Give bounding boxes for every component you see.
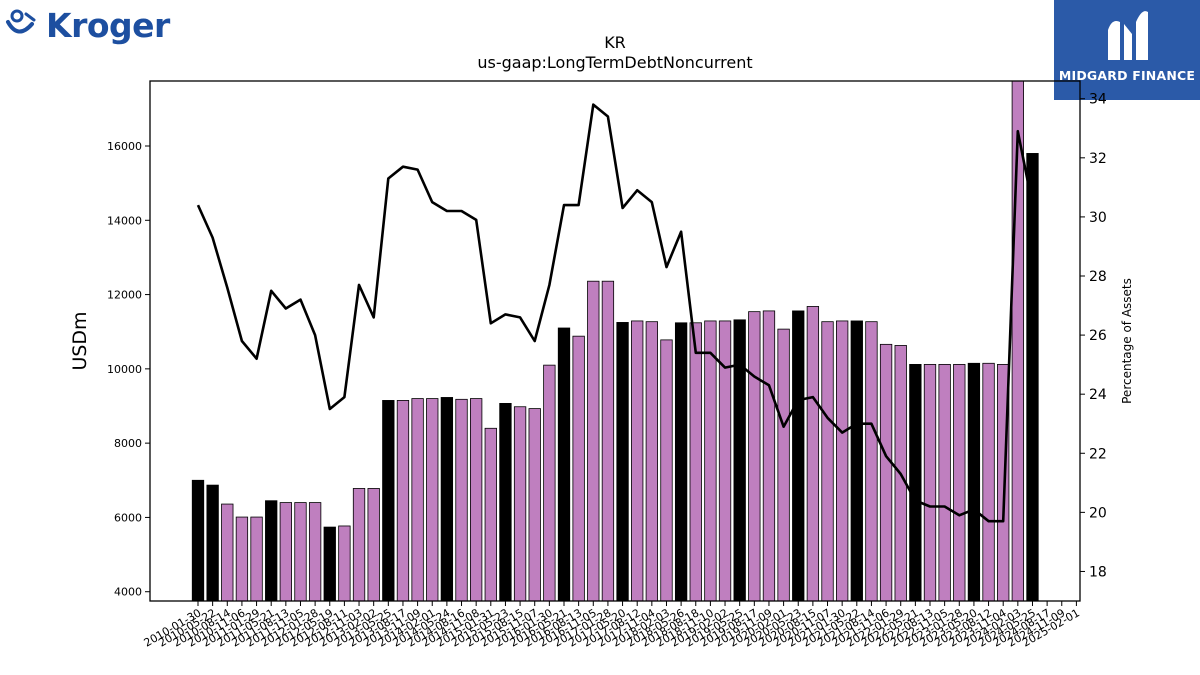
bar-54: [982, 362, 995, 602]
y2-tick-label-22: 22: [1089, 446, 1107, 462]
midgard-finance-logo: MIDGARD FINANCE: [1054, 0, 1200, 100]
bar-0: [191, 479, 205, 602]
bar-28: [601, 280, 615, 602]
bar-20: [484, 427, 497, 602]
y2-tick-label-26: 26: [1089, 328, 1107, 344]
bar-51: [938, 363, 951, 602]
bar-43: [821, 321, 834, 602]
bar-16: [426, 398, 439, 602]
bar-19: [470, 398, 483, 602]
y-tick-label-14000: 14000: [107, 214, 142, 227]
bar-21: [499, 402, 512, 602]
bar-52: [953, 363, 966, 602]
bar-30: [631, 320, 644, 602]
y2-tick-label-18: 18: [1089, 564, 1107, 580]
bar-53: [967, 362, 981, 602]
bar-6: [279, 502, 292, 602]
y2-tick-label-28: 28: [1089, 269, 1107, 285]
bar-17: [440, 397, 454, 602]
y-axis-ticks: 4000 6000 8000 10000 12000 14000 16000: [107, 140, 150, 599]
bar-7: [294, 502, 307, 602]
axes: [149, 80, 1081, 602]
bar-24: [543, 364, 556, 602]
y2-tick-label-34: 34: [1089, 92, 1107, 108]
bar-32: [660, 339, 673, 602]
y2-axis-ticks: 18 20 22 24 26 28 30 32 34: [1080, 92, 1107, 580]
bar-42: [806, 306, 820, 602]
bar-23: [528, 408, 541, 602]
bar-26: [572, 335, 585, 602]
bar-3: [235, 516, 249, 602]
bar-27: [587, 280, 600, 602]
bar-49: [909, 363, 922, 602]
midgard-mark-icon: [1108, 11, 1148, 60]
y-tick-label-10000: 10000: [107, 363, 142, 376]
bar-18: [455, 398, 468, 602]
y-axis-label: USDm: [69, 311, 91, 370]
line-series: [196, 103, 1034, 523]
y2-tick-label-24: 24: [1089, 387, 1107, 403]
bar-10: [338, 525, 351, 602]
bar-35: [704, 320, 717, 602]
bar-9: [323, 526, 336, 602]
bar-2: [221, 503, 234, 602]
bar-50: [923, 363, 937, 602]
kroger-smile-icon: [6, 9, 36, 34]
chart-subtitle: us-gaap:LongTermDebtNoncurrent: [477, 53, 752, 72]
y2-axis-label: Percentage of Assets: [1120, 278, 1134, 404]
kroger-logo: Kroger: [4, 4, 170, 56]
y-tick-label-12000: 12000: [107, 289, 142, 302]
y-tick-label-8000: 8000: [114, 437, 142, 450]
plot-frame: [149, 80, 1081, 602]
bar-11: [352, 488, 366, 602]
bar-15: [411, 398, 424, 602]
bar-14: [396, 400, 410, 602]
bar-34: [689, 322, 702, 602]
bar-47: [879, 343, 893, 602]
y2-tick-label-20: 20: [1089, 505, 1107, 521]
bar-series: [191, 80, 1039, 602]
bar-33: [674, 322, 688, 602]
bar-41: [792, 310, 805, 602]
bar-31: [645, 321, 658, 602]
bar-57: [1026, 153, 1039, 602]
bar-37: [733, 319, 746, 602]
bar-40: [777, 328, 790, 602]
chart-title: KR: [604, 33, 626, 52]
bar-5: [265, 500, 278, 602]
bar-29: [616, 322, 629, 602]
bar-45: [850, 320, 863, 602]
bar-1: [206, 484, 219, 602]
bar-13: [382, 400, 395, 602]
percentage-line: [196, 103, 1034, 523]
x-axis-ticks: 2010-01-302010-05-222010-08-142010-11-06…: [142, 601, 1082, 650]
y2-tick-label-32: 32: [1089, 151, 1107, 167]
bar-46: [865, 321, 878, 602]
bar-22: [513, 406, 527, 602]
y-tick-label-4000: 4000: [114, 586, 142, 599]
bar-4: [250, 516, 263, 602]
midgard-finance-wordmark: MIDGARD FINANCE: [1058, 68, 1196, 83]
y2-tick-label-30: 30: [1089, 210, 1107, 226]
bar-39: [762, 310, 776, 602]
bar-38: [748, 311, 761, 602]
bar-25: [557, 327, 571, 602]
bar-12: [367, 488, 380, 602]
y-tick-label-16000: 16000: [107, 140, 142, 153]
y-tick-label-6000: 6000: [114, 511, 142, 524]
kroger-wordmark: Kroger: [46, 6, 170, 45]
bar-8: [308, 502, 322, 602]
bar-44: [836, 320, 849, 602]
